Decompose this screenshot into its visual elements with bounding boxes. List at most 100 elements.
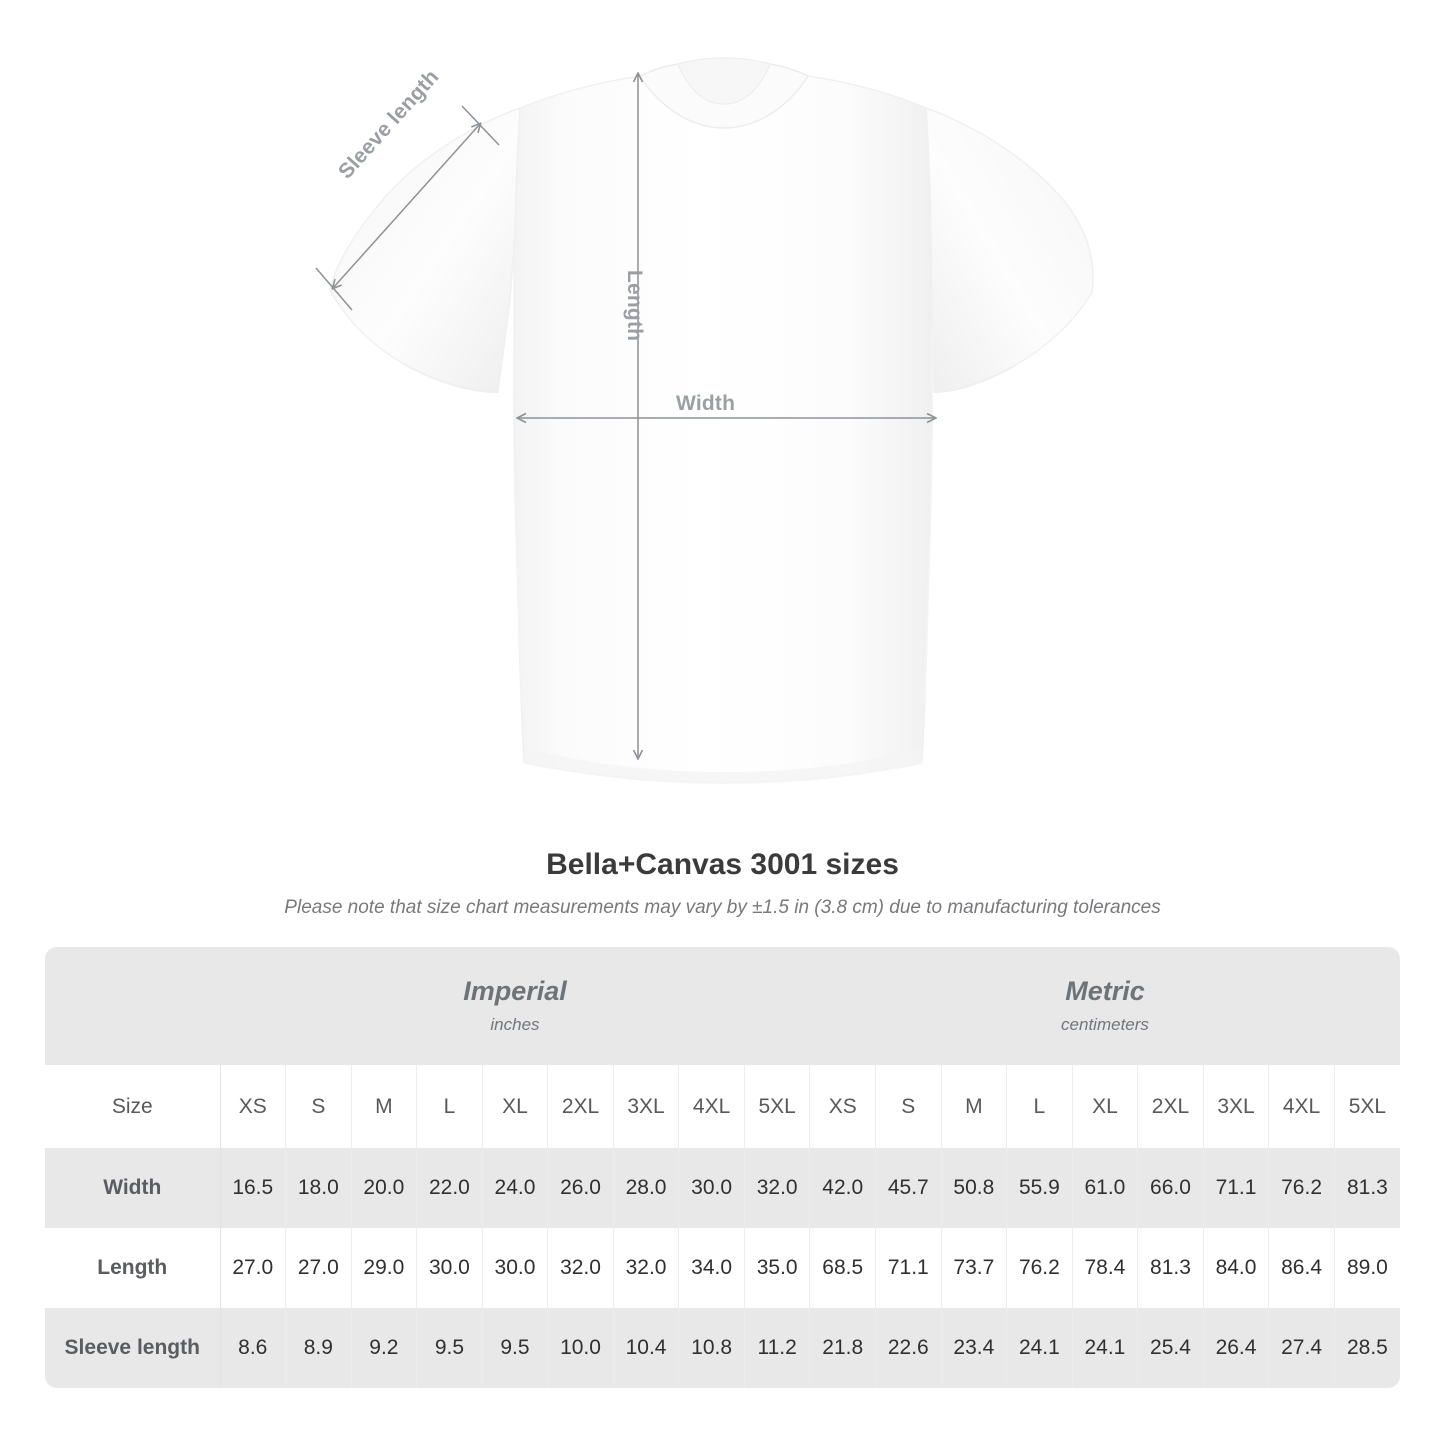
size-header-row: Size XS S M L XL 2XL 3XL 4XL 5XL XS S M L XL 2XL 3XL 4XL…: [45, 1065, 1401, 1148]
size-header-imperial-l: L: [416, 1065, 483, 1148]
cell-sleeve-length-imperial-s: 8.9: [285, 1308, 352, 1388]
cell-length-metric-s: 71.1: [875, 1228, 942, 1308]
cell-length-metric-xl: 78.4: [1072, 1228, 1139, 1308]
table-row: Sleeve length 8.6 8.9 9.2 9.5 9.5 10.0 10.4 10.8…: [45, 1308, 1401, 1388]
cell-sleeve-length-metric-m: 23.4: [941, 1308, 1008, 1388]
cell-sleeve-length-metric-4xl: 27.4: [1268, 1308, 1335, 1388]
sleeve-length-dimension-arrow: [333, 124, 480, 288]
cell-width-metric-xs: 42.0: [809, 1148, 877, 1228]
size-header-imperial-s: S: [285, 1065, 352, 1148]
table-row: Width 16.5 18.0 20.0 22.0 24.0 26.0 28.0 30.0 32.…: [45, 1148, 1401, 1228]
cell-width-imperial-2xl: 26.0: [547, 1148, 614, 1228]
cell-sleeve-length-metric-5xl: 28.5: [1334, 1308, 1401, 1388]
cell-sleeve-length-imperial-4xl: 10.8: [678, 1308, 745, 1388]
tshirt-silhouette: [329, 57, 1094, 784]
cell-width-metric-m: 50.8: [941, 1148, 1008, 1228]
size-header-metric-l: L: [1006, 1065, 1073, 1148]
size-table: Imperial inches Metric centimeters Size XS S…: [45, 947, 1401, 1388]
cell-length-metric-5xl: 89.0: [1334, 1228, 1401, 1308]
tolerance-note: Please note that size chart measurements…: [284, 897, 1161, 918]
width-label: Width: [676, 392, 736, 415]
cell-length-metric-4xl: 86.4: [1268, 1228, 1335, 1308]
unit-group-row: Imperial inches Metric centimeters: [45, 947, 1401, 1065]
cell-length-metric-3xl: 84.0: [1203, 1228, 1270, 1308]
cell-sleeve-length-metric-3xl: 26.4: [1203, 1308, 1270, 1388]
row-label-header: Size: [45, 1065, 221, 1148]
size-header-imperial-5xl: 5XL: [744, 1065, 811, 1148]
sleeve-tick-end: [461, 105, 500, 146]
cell-sleeve-length-metric-xs: 21.8: [809, 1308, 877, 1388]
size-header-imperial-3xl: 3XL: [613, 1065, 680, 1148]
cell-width-metric-4xl: 76.2: [1268, 1148, 1335, 1228]
unit-group-imperial: Imperial inches: [220, 947, 810, 1065]
size-header-metric-5xl: 5XL: [1334, 1065, 1401, 1148]
unit-group-sub: centimeters: [1061, 1015, 1149, 1035]
cell-length-imperial-3xl: 32.0: [613, 1228, 680, 1308]
cell-width-imperial-m: 20.0: [351, 1148, 418, 1228]
cell-sleeve-length-imperial-2xl: 10.0: [547, 1308, 614, 1388]
cell-sleeve-length-metric-l: 24.1: [1006, 1308, 1073, 1388]
cell-width-metric-3xl: 71.1: [1203, 1148, 1270, 1228]
size-header-metric-xs: XS: [809, 1065, 877, 1148]
cell-sleeve-length-imperial-xs: 8.6: [220, 1308, 287, 1388]
size-table-container: Imperial inches Metric centimeters Size XS S…: [45, 947, 1401, 1388]
cell-length-metric-l: 76.2: [1006, 1228, 1073, 1308]
size-header-metric-3xl: 3XL: [1203, 1065, 1270, 1148]
cell-length-imperial-xl: 30.0: [482, 1228, 549, 1308]
cell-sleeve-length-imperial-3xl: 10.4: [613, 1308, 680, 1388]
cell-width-metric-s: 45.7: [875, 1148, 942, 1228]
cell-sleeve-length-imperial-l: 9.5: [416, 1308, 483, 1388]
cell-length-imperial-4xl: 34.0: [678, 1228, 745, 1308]
page-title: Bella+Canvas 3001 sizes: [546, 848, 899, 881]
size-header-imperial-2xl: 2XL: [547, 1065, 614, 1148]
sleeve-tick-start: [315, 267, 353, 311]
cell-sleeve-length-metric-2xl: 25.4: [1137, 1308, 1204, 1388]
size-header-metric-s: S: [875, 1065, 942, 1148]
cell-length-imperial-s: 27.0: [285, 1228, 352, 1308]
cell-length-metric-xs: 68.5: [809, 1228, 877, 1308]
cell-width-imperial-4xl: 30.0: [678, 1148, 745, 1228]
cell-sleeve-length-imperial-xl: 9.5: [482, 1308, 549, 1388]
unit-group-sub: inches: [490, 1015, 540, 1035]
size-header-metric-xl: XL: [1072, 1065, 1139, 1148]
cell-sleeve-length-imperial-m: 9.2: [351, 1308, 418, 1388]
row-label-length: Length: [45, 1228, 221, 1308]
cell-length-metric-2xl: 81.3: [1137, 1228, 1204, 1308]
cell-sleeve-length-metric-xl: 24.1: [1072, 1308, 1139, 1388]
cell-length-imperial-m: 29.0: [351, 1228, 418, 1308]
cell-length-imperial-xs: 27.0: [220, 1228, 287, 1308]
cell-width-metric-5xl: 81.3: [1334, 1148, 1401, 1228]
size-header-imperial-4xl: 4XL: [678, 1065, 745, 1148]
cell-width-imperial-xs: 16.5: [220, 1148, 287, 1228]
size-header-imperial-xl: XL: [482, 1065, 549, 1148]
cell-width-metric-2xl: 66.0: [1137, 1148, 1204, 1228]
tshirt-measurement-diagram: Sleeve length Length Width: [315, 57, 1094, 784]
cell-width-metric-xl: 61.0: [1072, 1148, 1139, 1228]
unit-group-name: Metric: [1065, 975, 1145, 1006]
cell-sleeve-length-imperial-5xl: 11.2: [744, 1308, 811, 1388]
cell-length-imperial-5xl: 35.0: [744, 1228, 811, 1308]
cell-width-imperial-s: 18.0: [285, 1148, 352, 1228]
unit-group-spacer: [45, 947, 220, 1065]
cell-width-imperial-l: 22.0: [416, 1148, 483, 1228]
size-header-metric-4xl: 4XL: [1268, 1065, 1335, 1148]
length-label: Length: [623, 270, 646, 342]
row-label-sleeve-length: Sleeve length: [45, 1308, 221, 1388]
cell-width-imperial-5xl: 32.0: [744, 1148, 811, 1228]
unit-group-name: Imperial: [463, 975, 567, 1006]
size-header-metric-m: M: [941, 1065, 1008, 1148]
cell-length-imperial-l: 30.0: [416, 1228, 483, 1308]
dimension-lines: [315, 74, 935, 758]
cell-width-imperial-xl: 24.0: [482, 1148, 549, 1228]
row-label-width: Width: [45, 1148, 221, 1228]
cell-length-metric-m: 73.7: [941, 1228, 1008, 1308]
size-header-metric-2xl: 2XL: [1137, 1065, 1204, 1148]
size-header-imperial-m: M: [351, 1065, 418, 1148]
size-header-imperial-xs: XS: [220, 1065, 287, 1148]
cell-width-imperial-3xl: 28.0: [613, 1148, 680, 1228]
cell-width-metric-l: 55.9: [1006, 1148, 1073, 1228]
table-row: Length 27.0 27.0 29.0 30.0 30.0 32.0 32.0 34.0 35…: [45, 1228, 1401, 1308]
cell-sleeve-length-metric-s: 22.6: [875, 1308, 942, 1388]
unit-group-metric: Metric centimeters: [809, 947, 1401, 1065]
